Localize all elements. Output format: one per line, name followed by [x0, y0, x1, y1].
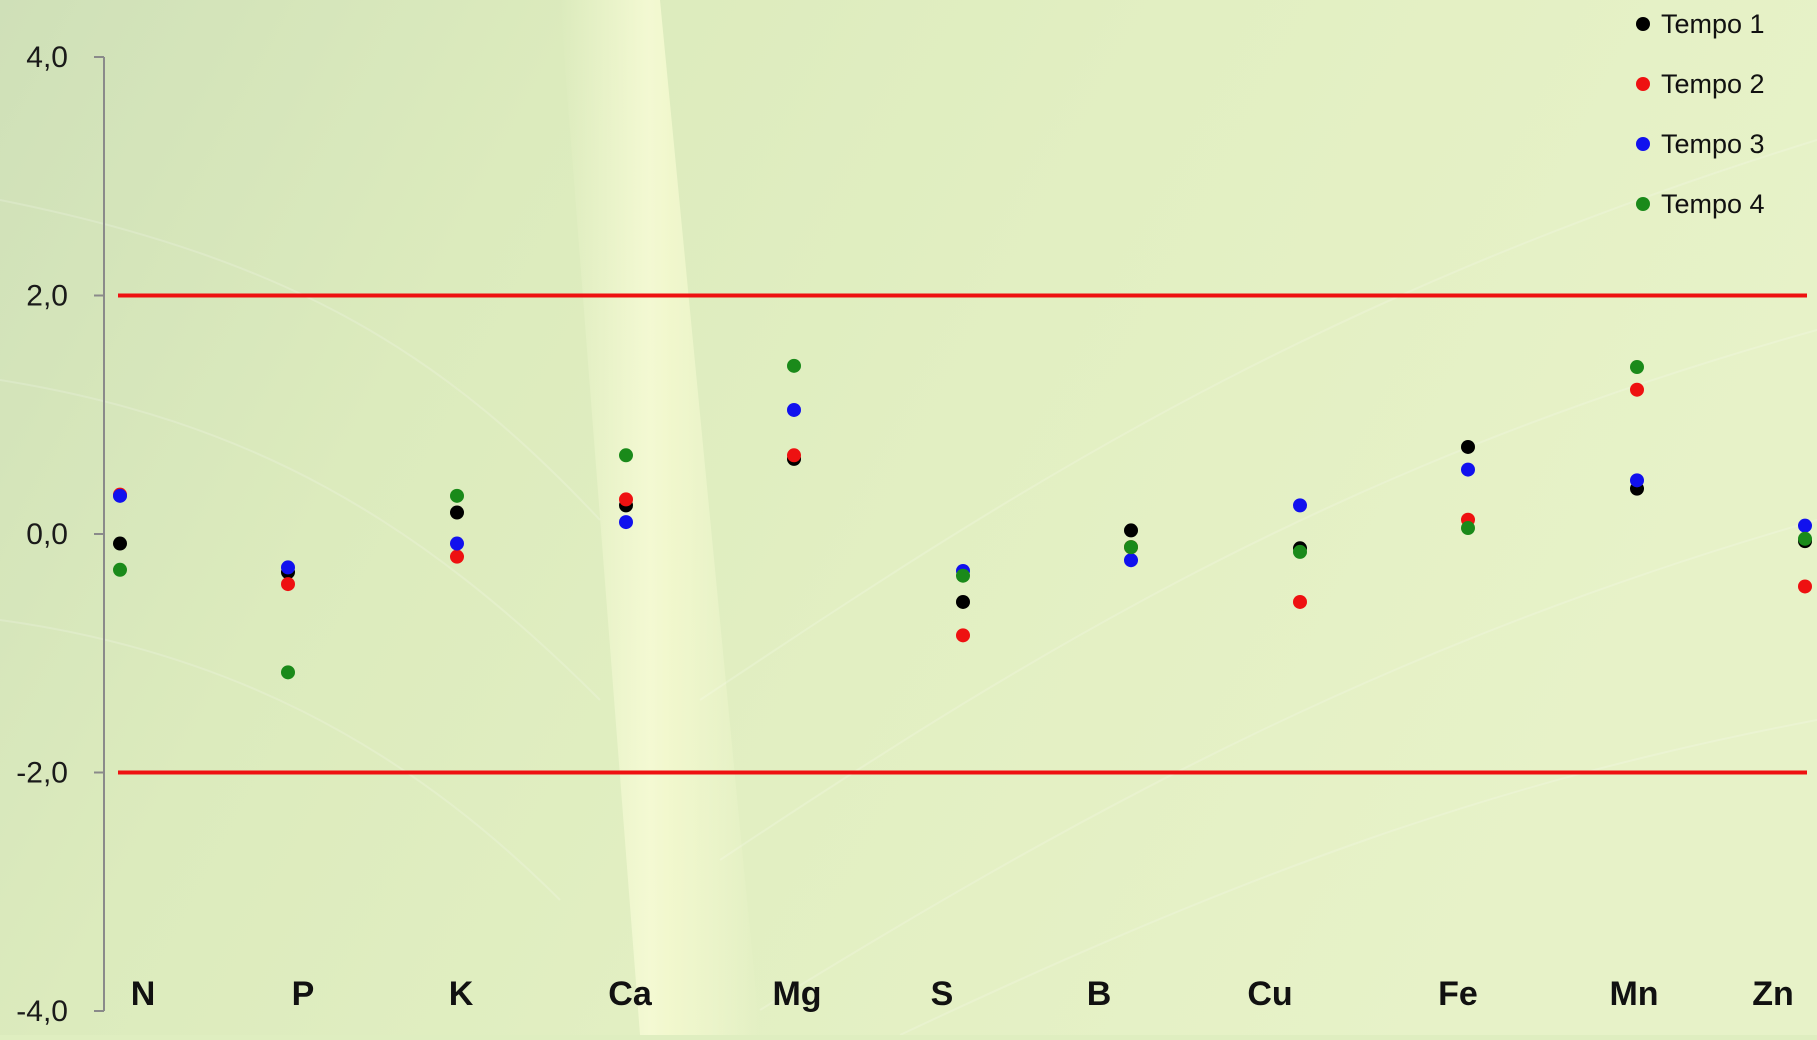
data-point [787, 448, 801, 463]
data-point [787, 358, 801, 373]
data-point [619, 448, 633, 463]
data-point [450, 549, 464, 564]
data-point [1630, 473, 1644, 488]
y-tick-label: 0,0 [26, 518, 68, 551]
x-category-label: Cu [1247, 975, 1292, 1013]
data-point [787, 402, 801, 417]
data-point [450, 536, 464, 551]
reference-lines [118, 293, 1807, 775]
data-point [113, 562, 127, 577]
data-point [1293, 498, 1307, 513]
data-point [1293, 594, 1307, 609]
x-category-label: P [292, 975, 315, 1013]
legend-label: Tempo 3 [1661, 129, 1765, 159]
legend-marker [1636, 17, 1650, 31]
data-point [281, 560, 295, 575]
data-point [1293, 544, 1307, 559]
legend-marker [1636, 77, 1650, 91]
data-point [1461, 521, 1475, 536]
data-point [281, 665, 295, 680]
x-category-label: Zn [1752, 975, 1794, 1013]
x-category-labels: N P K Ca Mg S B Cu Fe Mn Zn [131, 975, 1794, 1013]
data-point [1630, 360, 1644, 375]
data-point [1461, 439, 1475, 454]
data-point [619, 492, 633, 507]
data-point [281, 577, 295, 592]
x-category-label: N [131, 975, 156, 1013]
data-point [619, 515, 633, 530]
y-tick-label: -2,0 [16, 757, 68, 790]
y-tick-label: -4,0 [16, 995, 68, 1028]
data-point [1124, 523, 1138, 538]
data-point [1798, 531, 1812, 546]
x-category-label: Ca [608, 975, 653, 1013]
y-tick-label: 4,0 [26, 41, 68, 74]
y-tick-label: 2,0 [26, 280, 68, 313]
legend-marker [1636, 137, 1650, 151]
x-category-label: Mn [1609, 975, 1658, 1013]
data-point [956, 594, 970, 609]
data-points [113, 358, 1812, 680]
data-point [1798, 518, 1812, 533]
data-point [113, 536, 127, 551]
x-category-label: K [449, 975, 474, 1013]
data-point [450, 488, 464, 503]
legend-marker [1636, 197, 1650, 211]
data-point [450, 505, 464, 520]
data-point [956, 568, 970, 583]
x-category-label: Fe [1438, 975, 1478, 1013]
data-point [1124, 553, 1138, 568]
data-point [113, 488, 127, 503]
y-axis: -4,0 -2,0 0,0 2,0 4,0 [16, 41, 105, 1028]
data-point [1124, 540, 1138, 555]
data-point [956, 628, 970, 643]
legend-label: Tempo 1 [1661, 9, 1765, 39]
data-point [1461, 462, 1475, 477]
x-category-label: S [931, 975, 954, 1013]
legend: Tempo 1 Tempo 2 Tempo 3 Tempo 4 [1636, 9, 1765, 219]
legend-label: Tempo 4 [1661, 189, 1765, 219]
data-point [1630, 382, 1644, 397]
legend-label: Tempo 2 [1661, 69, 1765, 99]
data-point [1798, 579, 1812, 594]
x-category-label: B [1087, 975, 1112, 1013]
x-category-label: Mg [772, 975, 821, 1013]
